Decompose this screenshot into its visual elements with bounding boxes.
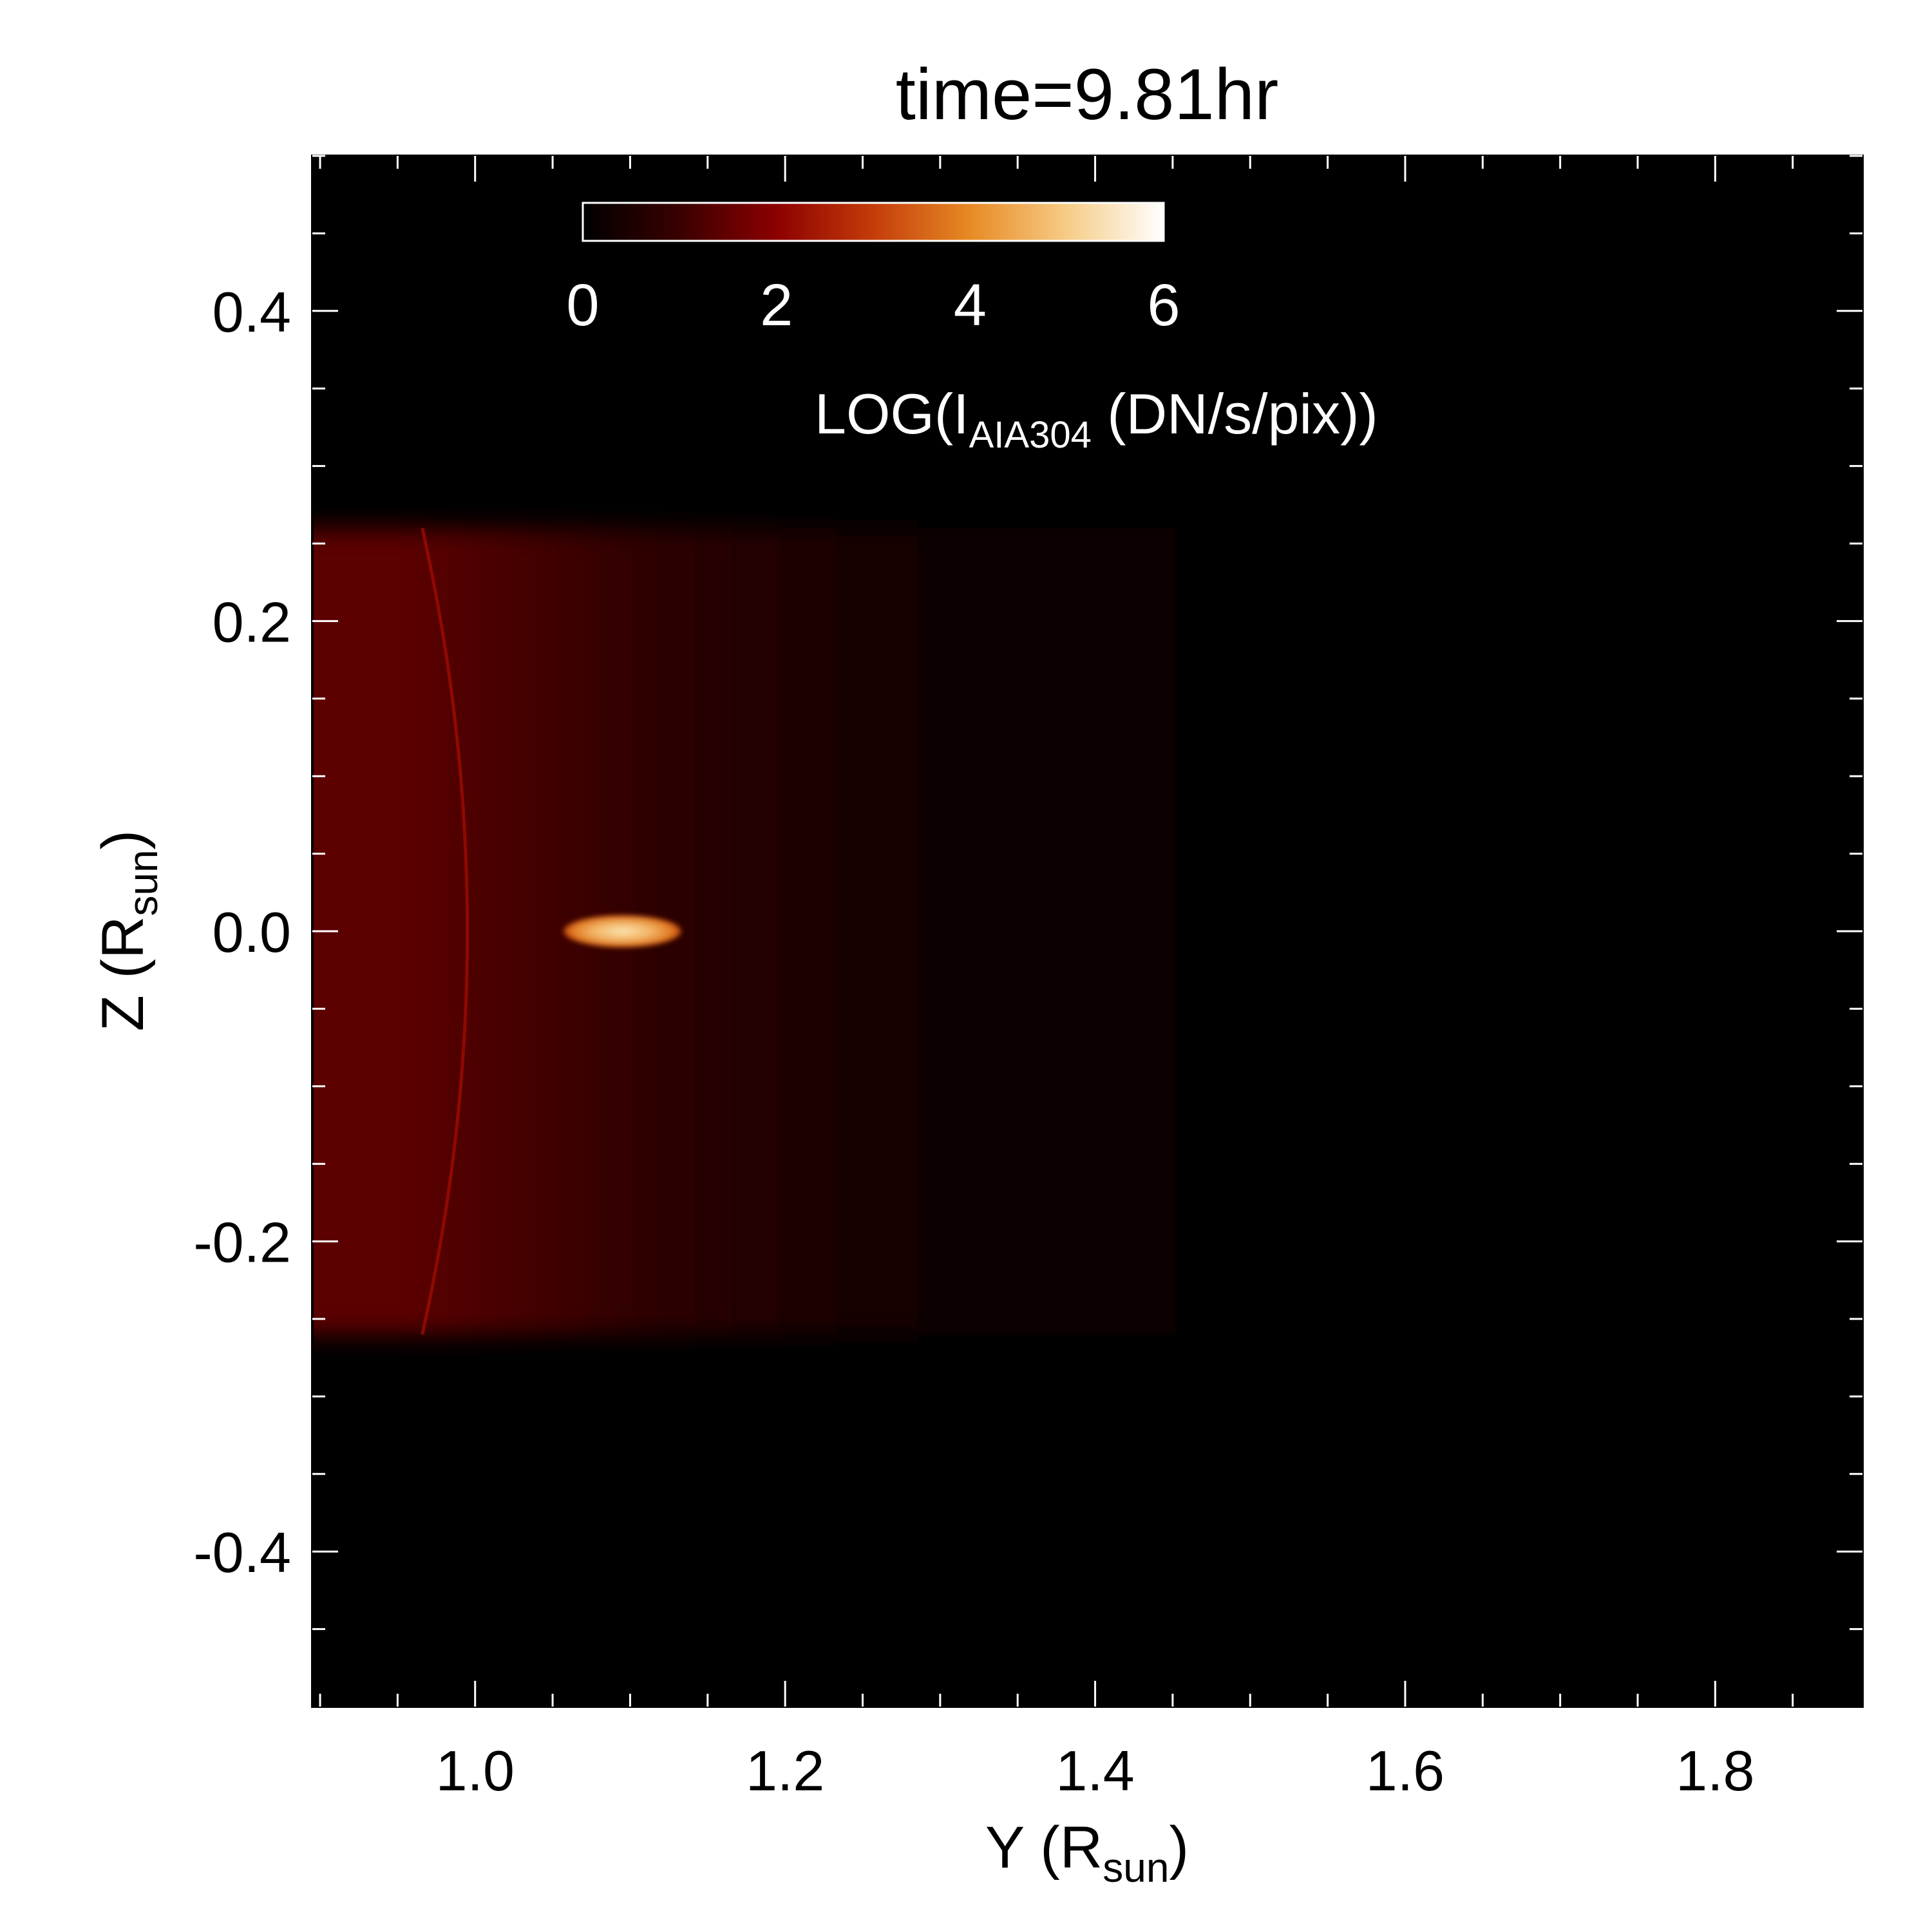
colorbar: 0 2 4 6 LOG(IAIA304 (DN/s/pix)) — [566, 202, 1378, 456]
bright-prominence-blob — [563, 914, 681, 948]
x-axis-label: Y (Rsun) — [985, 1815, 1189, 1891]
y-tick-label: -0.2 — [193, 1211, 291, 1274]
colorbar-tick-label: 4 — [954, 272, 987, 338]
heatmap-image — [312, 156, 1862, 1707]
colorbar-tick-label: 2 — [760, 272, 793, 338]
y-tick-label: 0.2 — [213, 590, 291, 654]
y-tick-label: -0.4 — [193, 1520, 291, 1584]
x-axis-ticks — [319, 156, 1794, 1707]
y-tick-label: 0.0 — [213, 900, 291, 964]
colorbar-gradient — [582, 202, 1165, 242]
x-tick-label: 1.4 — [1056, 1739, 1134, 1803]
x-tick-label: 1.6 — [1366, 1739, 1444, 1803]
y-axis-label: Z (Rsun) — [90, 830, 166, 1032]
x-tick-label: 1.0 — [436, 1739, 515, 1803]
x-tick-label: 1.8 — [1676, 1739, 1754, 1803]
x-tick-label: 1.2 — [746, 1739, 824, 1803]
chart-title: time=9.81hr — [896, 54, 1279, 135]
colorbar-tick-label: 0 — [566, 272, 599, 338]
y-axis-ticks — [312, 155, 1862, 1631]
y-tick-label: 0.4 — [213, 280, 291, 344]
solar-limb-arc — [421, 527, 469, 1335]
colorbar-tick-labels: 0 2 4 6 — [566, 272, 1180, 338]
colorbar-label: LOG(IAIA304 (DN/s/pix)) — [815, 382, 1378, 456]
colorbar-tick-label: 6 — [1147, 272, 1180, 338]
y-axis-tick-labels: -0.4 -0.2 0.0 0.2 0.4 — [193, 280, 291, 1584]
streamer-band — [312, 527, 1328, 1335]
x-axis-tick-labels: 1.0 1.2 1.4 1.6 1.8 — [436, 1739, 1755, 1803]
